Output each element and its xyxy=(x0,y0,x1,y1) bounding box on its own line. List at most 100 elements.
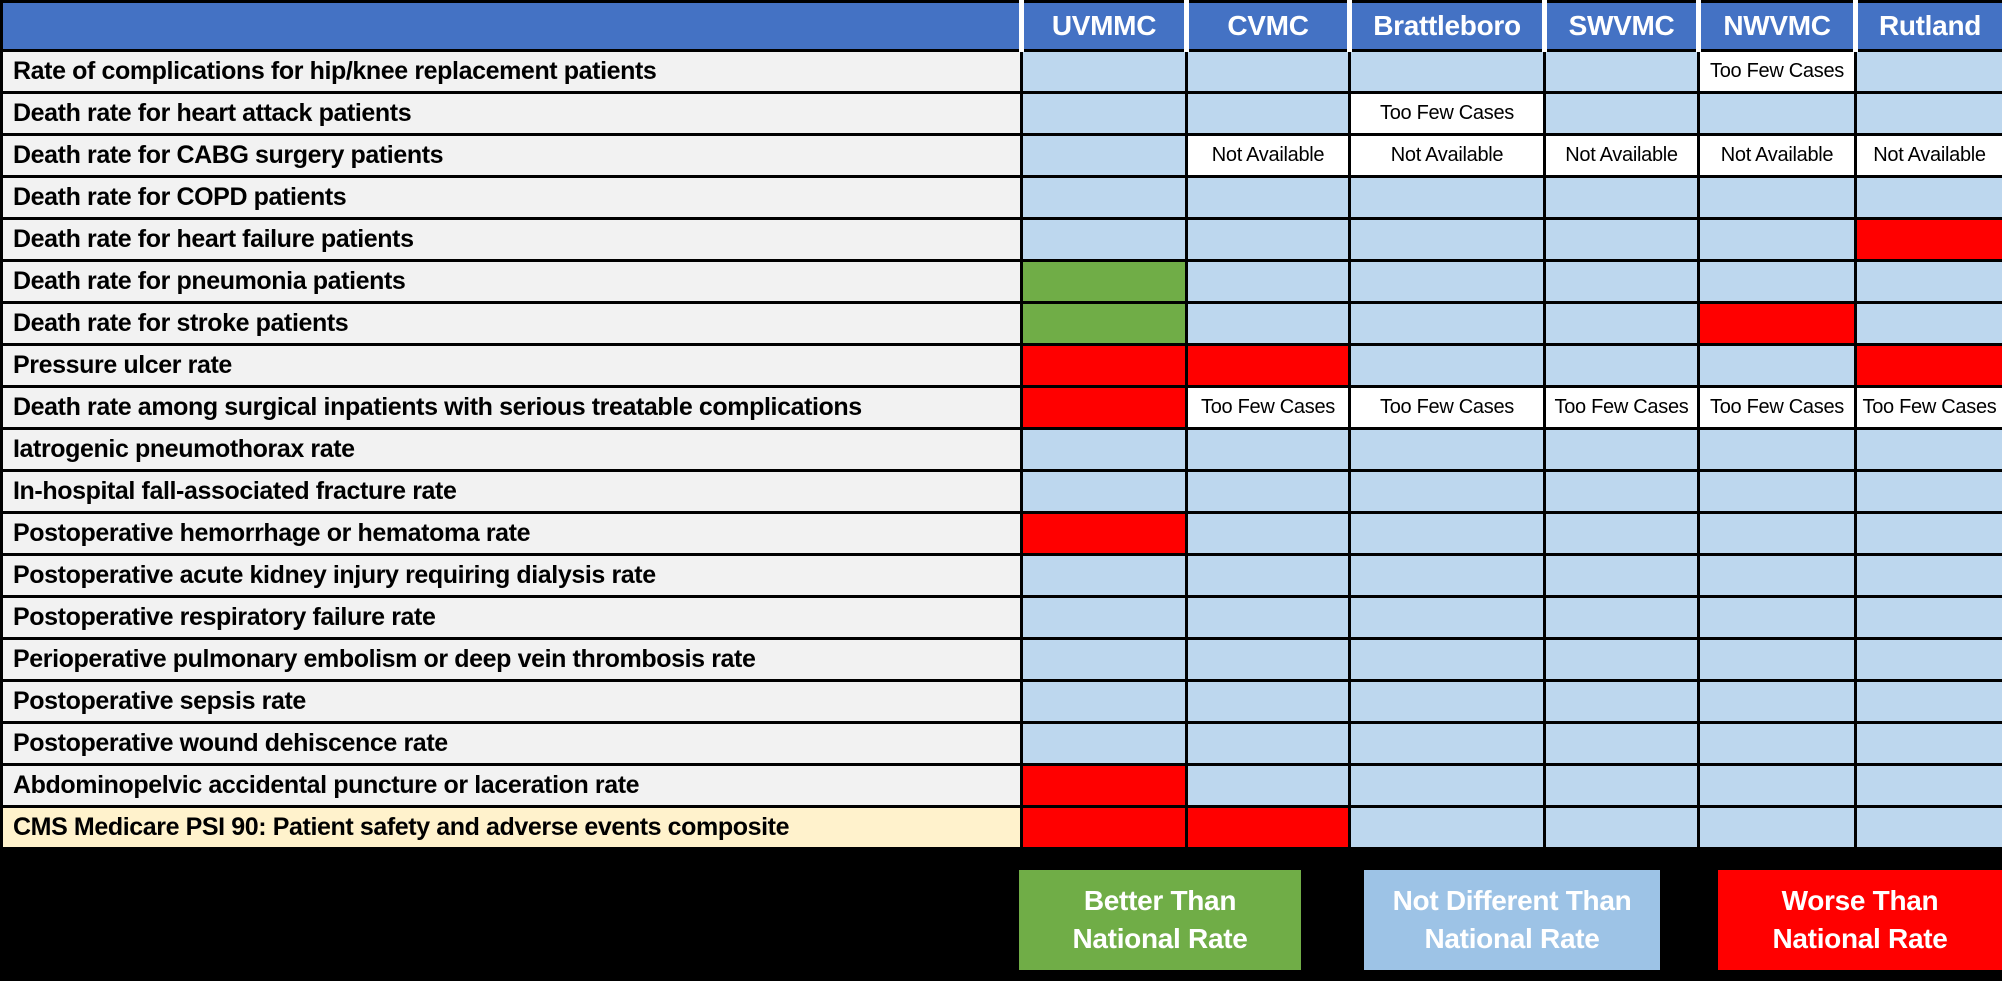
table-row: Iatrogenic pneumothorax rate xyxy=(0,427,2002,472)
status-cell-nd xyxy=(1020,217,1188,262)
status-cell-nd xyxy=(1185,259,1351,304)
column-header-brattleboro: Brattleboro xyxy=(1349,1,1547,51)
table-row: In-hospital fall-associated fracture rat… xyxy=(0,469,2002,514)
metric-label: Death rate for stroke patients xyxy=(0,301,1023,346)
status-cell-nd xyxy=(1185,511,1351,556)
scorecard-table: UVMMC CVMC Brattleboro SWVMC NWVMC Rutland Ra… xyxy=(0,0,2002,850)
status-cell-nd xyxy=(1543,301,1700,346)
status-cell-nd xyxy=(1854,637,2002,682)
metric-label: Death rate for heart attack patients xyxy=(0,91,1023,136)
table-row: Death rate for COPD patients xyxy=(0,175,2002,220)
status-cell-na: Not Available xyxy=(1348,133,1546,178)
table-row: Postoperative hemorrhage or hematoma rat… xyxy=(0,511,2002,556)
status-cell-nd xyxy=(1854,763,2002,808)
metric-label: Postoperative respiratory failure rate xyxy=(0,595,1023,640)
status-cell-nd xyxy=(1854,301,2002,346)
status-cell-nd xyxy=(1185,217,1351,262)
metric-label: Rate of complications for hip/knee repla… xyxy=(0,49,1023,94)
status-cell-nd xyxy=(1185,595,1351,640)
status-cell-nd xyxy=(1348,511,1546,556)
table-row: Perioperative pulmonary embolism or deep… xyxy=(0,637,2002,682)
status-cell-worse xyxy=(1020,805,1188,850)
table-row: Death rate for CABG surgery patients Not … xyxy=(0,133,2002,178)
status-cell-nd xyxy=(1854,49,2002,94)
legend-label-line: Not Different Than xyxy=(1392,884,1632,916)
status-cell-nd xyxy=(1854,91,2002,136)
status-cell-nd xyxy=(1697,553,1857,598)
status-cell-worse xyxy=(1185,805,1351,850)
table-row: Pressure ulcer rate xyxy=(0,343,2002,388)
table-row: Death rate among surgical inpatients wit… xyxy=(0,385,2002,430)
table-row: Death rate for heart attack patients Too … xyxy=(0,91,2002,136)
status-cell-nd xyxy=(1697,91,1857,136)
status-cell-nd xyxy=(1348,805,1546,850)
metric-label: Death rate among surgical inpatients wit… xyxy=(0,385,1023,430)
status-cell-na: Not Available xyxy=(1854,133,2002,178)
status-cell-nd xyxy=(1543,679,1700,724)
status-cell-nd xyxy=(1185,553,1351,598)
status-cell-nd xyxy=(1854,721,2002,766)
column-header-rutland: Rutland xyxy=(1855,1,2002,51)
metric-label: Postoperative sepsis rate xyxy=(0,679,1023,724)
status-cell-nd xyxy=(1348,49,1546,94)
status-cell-nd xyxy=(1020,469,1188,514)
status-cell-nd xyxy=(1185,469,1351,514)
status-cell-nd xyxy=(1697,343,1857,388)
status-cell-nd xyxy=(1854,259,2002,304)
table-row: Postoperative sepsis rate xyxy=(0,679,2002,724)
status-cell-few: Too Few Cases xyxy=(1348,385,1546,430)
metric-label: Iatrogenic pneumothorax rate xyxy=(0,427,1023,472)
status-cell-nd xyxy=(1543,721,1700,766)
status-cell-nd xyxy=(1020,595,1188,640)
status-cell-nd xyxy=(1348,553,1546,598)
status-cell-few: Too Few Cases xyxy=(1697,49,1857,94)
metric-label: Postoperative wound dehiscence rate xyxy=(0,721,1023,766)
metric-label: Death rate for pneumonia patients xyxy=(0,259,1023,304)
status-cell-nd xyxy=(1020,553,1188,598)
status-cell-nd xyxy=(1185,301,1351,346)
status-cell-worse xyxy=(1020,385,1188,430)
metric-label: Postoperative acute kidney injury requir… xyxy=(0,553,1023,598)
status-cell-nd xyxy=(1185,679,1351,724)
status-cell-few: Too Few Cases xyxy=(1185,385,1351,430)
status-cell-na: Not Available xyxy=(1543,133,1700,178)
legend-better: Better Than National Rate xyxy=(1019,870,1301,970)
scorecard-header-row: UVMMC CVMC Brattleboro SWVMC NWVMC Rutland xyxy=(1,1,2002,51)
legend-label-line: National Rate xyxy=(1072,923,1248,954)
status-cell-few: Too Few Cases xyxy=(1348,91,1546,136)
status-cell-nd xyxy=(1543,343,1700,388)
table-row: Rate of complications for hip/knee repla… xyxy=(0,49,2002,94)
status-cell-nd xyxy=(1185,763,1351,808)
status-cell-nd xyxy=(1348,721,1546,766)
status-cell-nd xyxy=(1348,595,1546,640)
legend-label-line: Better Than xyxy=(1083,884,1237,916)
status-cell-nd xyxy=(1348,343,1546,388)
status-cell-nd xyxy=(1185,721,1351,766)
status-cell-nd xyxy=(1697,637,1857,682)
status-cell-nd xyxy=(1543,49,1700,94)
corner-header-blank xyxy=(1,1,1024,51)
status-cell-nd xyxy=(1348,175,1546,220)
status-cell-nd xyxy=(1697,763,1857,808)
column-header-swvmc: SWVMC xyxy=(1544,1,1701,51)
status-cell-nd xyxy=(1543,259,1700,304)
status-cell-nd xyxy=(1543,553,1700,598)
status-cell-nd xyxy=(1020,175,1188,220)
status-cell-worse xyxy=(1020,511,1188,556)
status-cell-nd xyxy=(1854,469,2002,514)
legend-worse: Worse Than National Rate xyxy=(1718,870,2002,970)
metric-label: In-hospital fall-associated fracture rat… xyxy=(0,469,1023,514)
status-cell-nd xyxy=(1543,763,1700,808)
status-cell-na: Not Available xyxy=(1185,133,1351,178)
table-row: Postoperative wound dehiscence rate xyxy=(0,721,2002,766)
status-cell-nd xyxy=(1348,217,1546,262)
status-cell-nd xyxy=(1697,175,1857,220)
status-cell-nd xyxy=(1185,49,1351,94)
status-cell-nd xyxy=(1543,217,1700,262)
status-cell-nd xyxy=(1020,133,1188,178)
status-cell-nd xyxy=(1348,763,1546,808)
status-cell-nd xyxy=(1185,427,1351,472)
status-cell-nd xyxy=(1185,637,1351,682)
column-header-uvmmc: UVMMC xyxy=(1021,1,1189,51)
metric-label: Death rate for COPD patients xyxy=(0,175,1023,220)
